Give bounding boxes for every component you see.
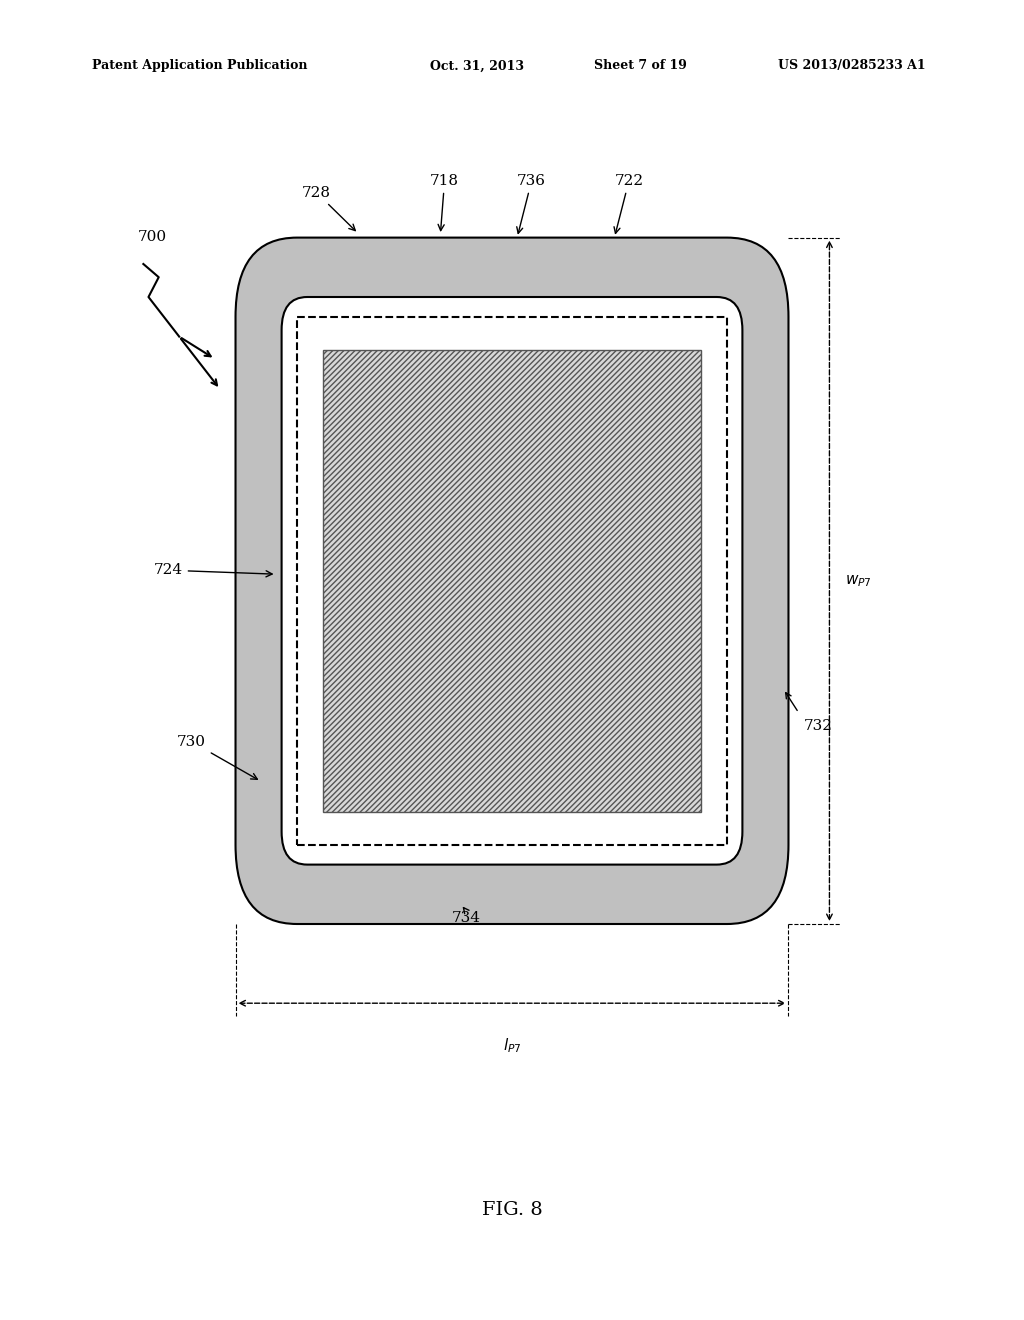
Text: 700: 700	[138, 230, 167, 244]
Text: FIG. 8: FIG. 8	[481, 1201, 543, 1220]
FancyBboxPatch shape	[236, 238, 788, 924]
Text: 730: 730	[177, 735, 257, 779]
Text: 732: 732	[804, 719, 833, 734]
Text: US 2013/0285233 A1: US 2013/0285233 A1	[778, 59, 926, 73]
Text: Patent Application Publication: Patent Application Publication	[92, 59, 307, 73]
Text: $l_{P7}$: $l_{P7}$	[503, 1036, 521, 1055]
Text: $w_{P7}$: $w_{P7}$	[845, 573, 871, 589]
Text: 736: 736	[517, 174, 546, 234]
Text: 722: 722	[614, 174, 643, 234]
Text: 728: 728	[302, 186, 355, 231]
Text: 718: 718	[430, 174, 459, 231]
FancyBboxPatch shape	[282, 297, 742, 865]
Bar	[323, 350, 701, 812]
Text: 734: 734	[452, 911, 480, 925]
Text: Oct. 31, 2013: Oct. 31, 2013	[430, 59, 524, 73]
Text: Sheet 7 of 19: Sheet 7 of 19	[594, 59, 687, 73]
Text: 724: 724	[154, 564, 272, 577]
